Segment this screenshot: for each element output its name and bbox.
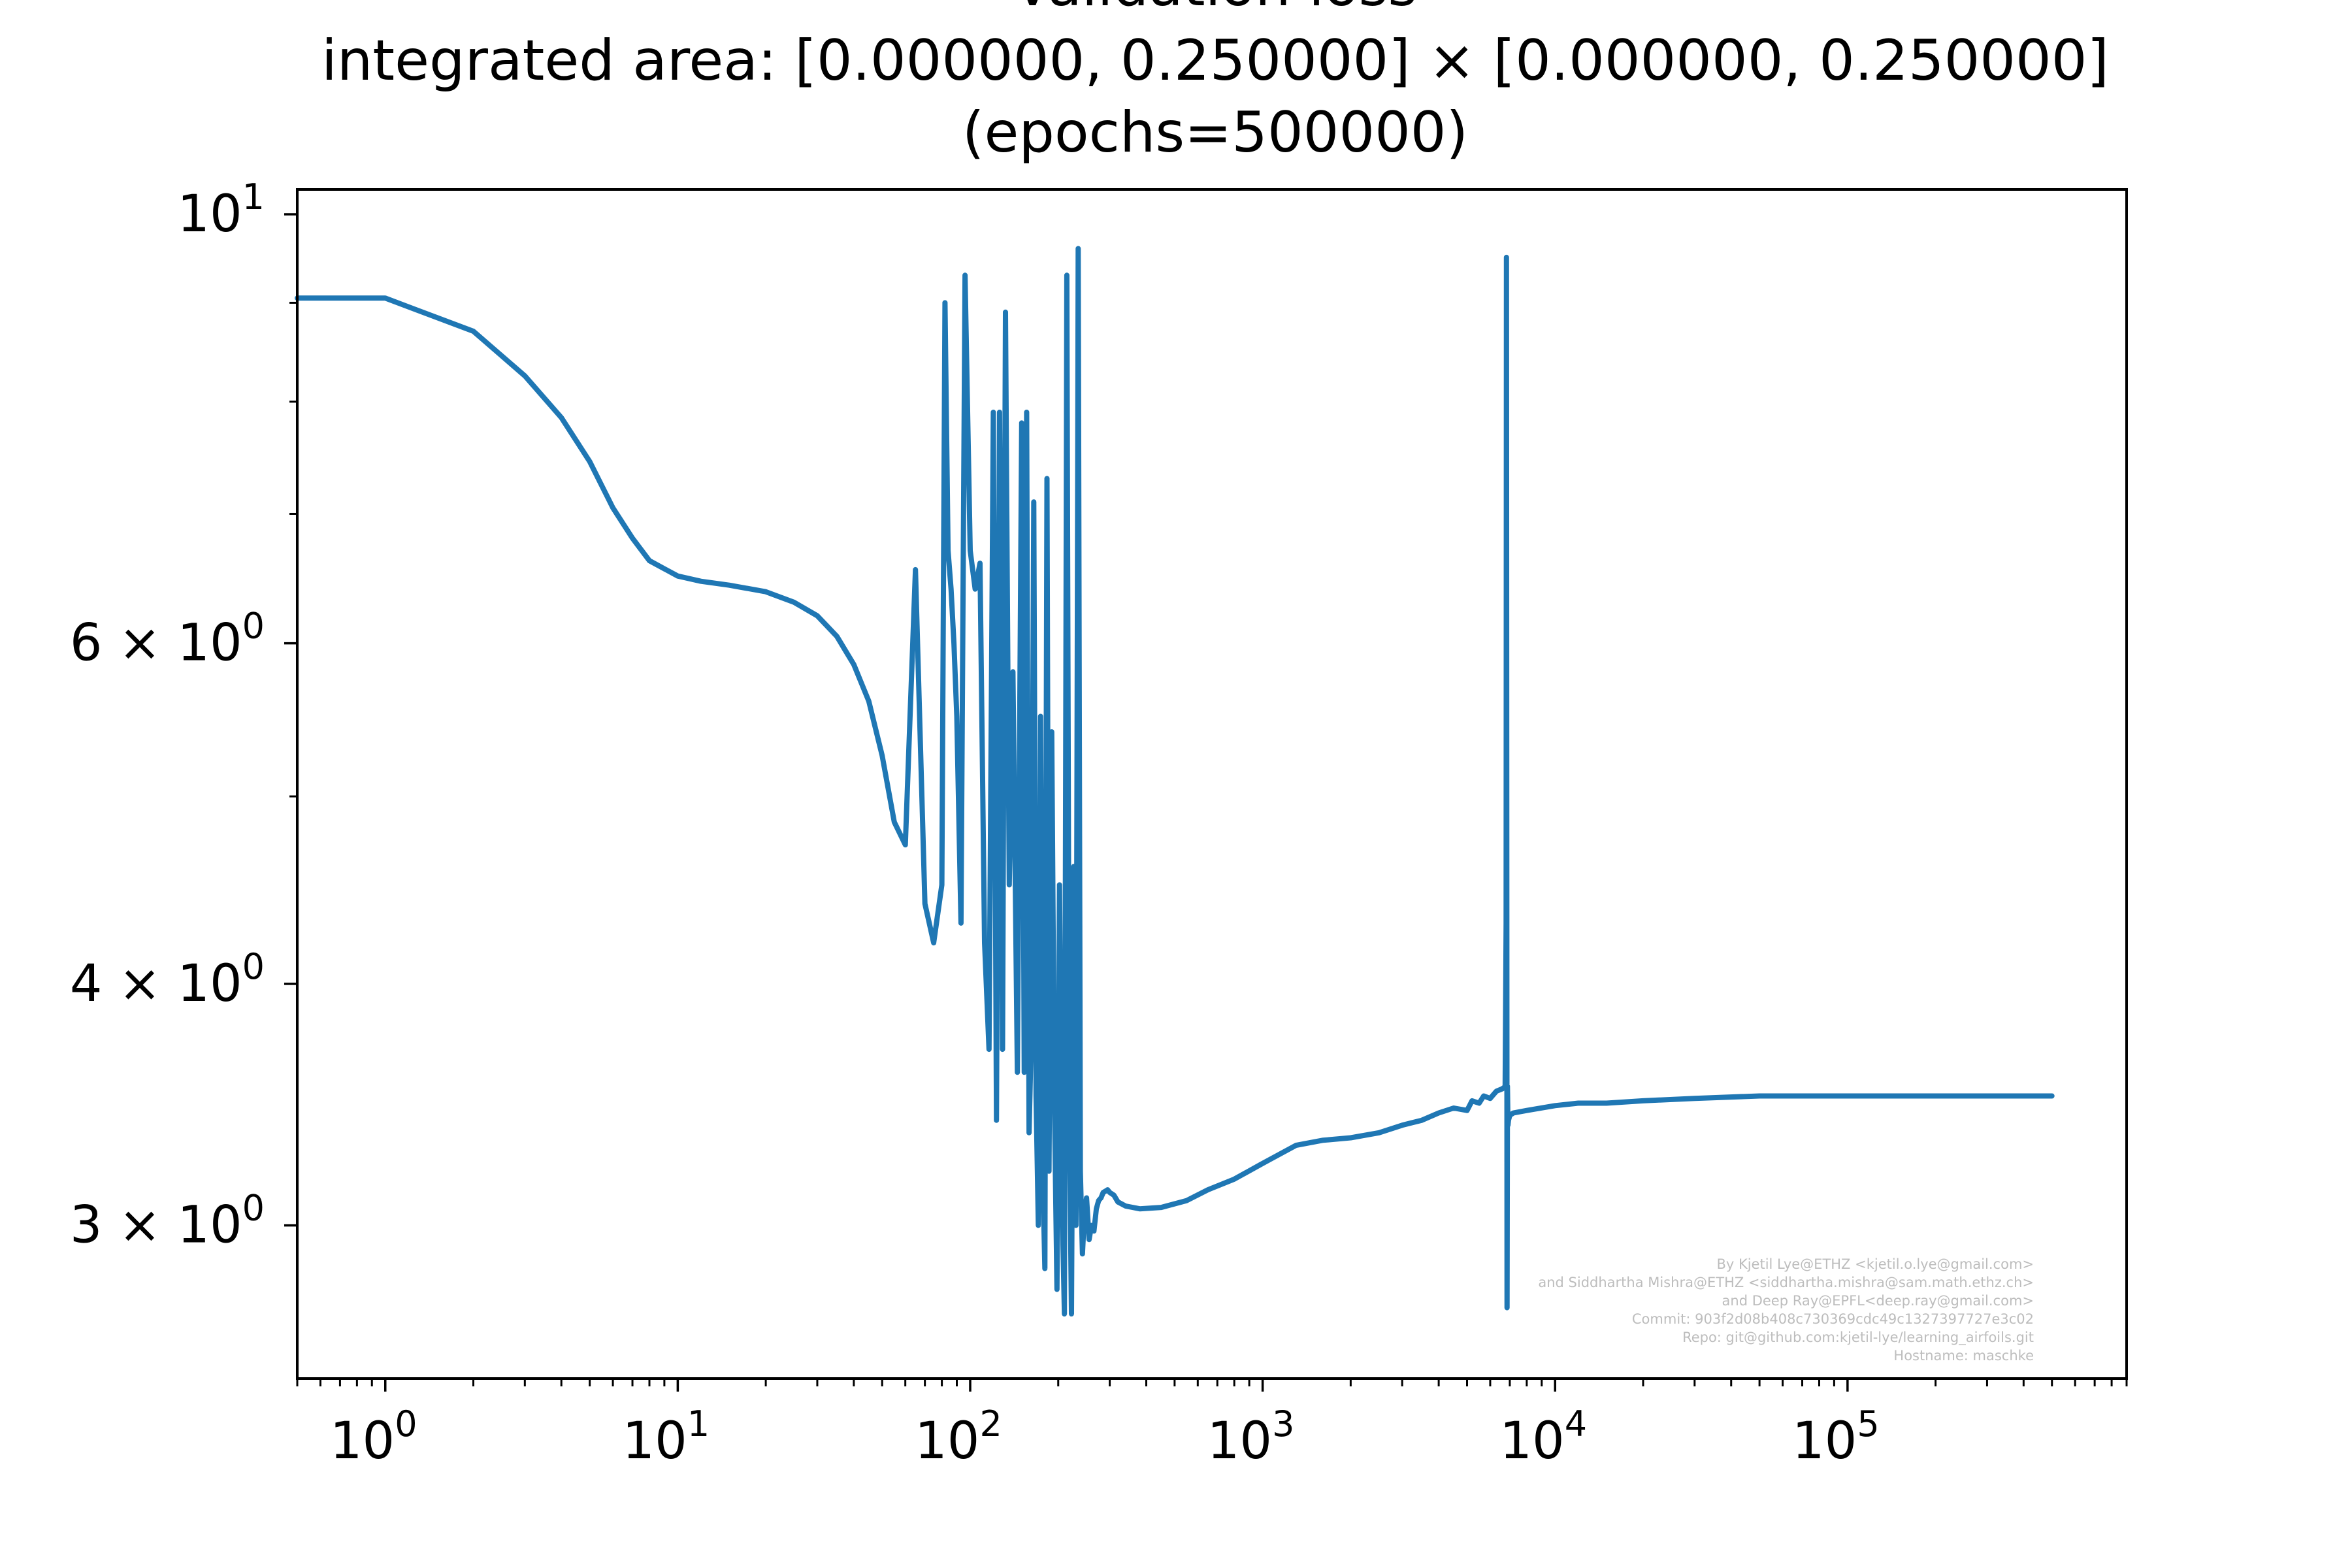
y-tick-label: 4 × 100	[70, 946, 265, 1013]
plot-area-frame	[296, 188, 2128, 1380]
validation-loss-line	[295, 246, 2055, 1317]
credit-line-5: Repo: git@github.com:kjetil-lye/learning…	[1682, 1330, 2034, 1346]
y-tick-label: 3 × 100	[70, 1188, 265, 1255]
credit-line-6: Hostname: maschke	[1893, 1348, 2034, 1364]
chart-title-line-1: Validation loss	[1013, 0, 1417, 19]
x-tick-label: 102	[915, 1403, 1002, 1471]
x-tick-label: 103	[1207, 1403, 1295, 1471]
credit-line-4: Commit: 903f2d08b408c730369cdc49c1327397…	[1632, 1311, 2034, 1327]
credit-line-2: and Siddhartha Mishra@ETHZ <siddhartha.m…	[1538, 1275, 2034, 1290]
x-tick-label: 101	[623, 1403, 710, 1471]
credits-text: By Kjetil Lye@ETHZ <kjetil.o.lye@gmail.c…	[1538, 1256, 2034, 1364]
chart-title: Validation loss integrated area: [0.0000…	[321, 0, 2109, 165]
chart-title-line-2: integrated area: [0.000000, 0.250000] × …	[321, 28, 2109, 93]
x-tick-label: 105	[1792, 1403, 1880, 1471]
y-axis-ticks: 3 × 100 4 × 100 6 × 100 101	[70, 176, 297, 1255]
chart-title-line-3: (epochs=500000)	[962, 100, 1468, 165]
x-tick-label: 104	[1499, 1403, 1587, 1471]
credit-line-3: and Deep Ray@EPFL<deep.ray@gmail.com>	[1722, 1293, 2034, 1309]
x-tick-label: 100	[330, 1403, 417, 1471]
y-tick-label: 6 × 100	[70, 606, 265, 673]
x-axis-ticks: 100 101 102 103 104 105	[296, 1379, 2128, 1471]
y-tick-label: 101	[177, 176, 265, 244]
credit-line-1: By Kjetil Lye@ETHZ <kjetil.o.lye@gmail.c…	[1716, 1256, 2034, 1272]
